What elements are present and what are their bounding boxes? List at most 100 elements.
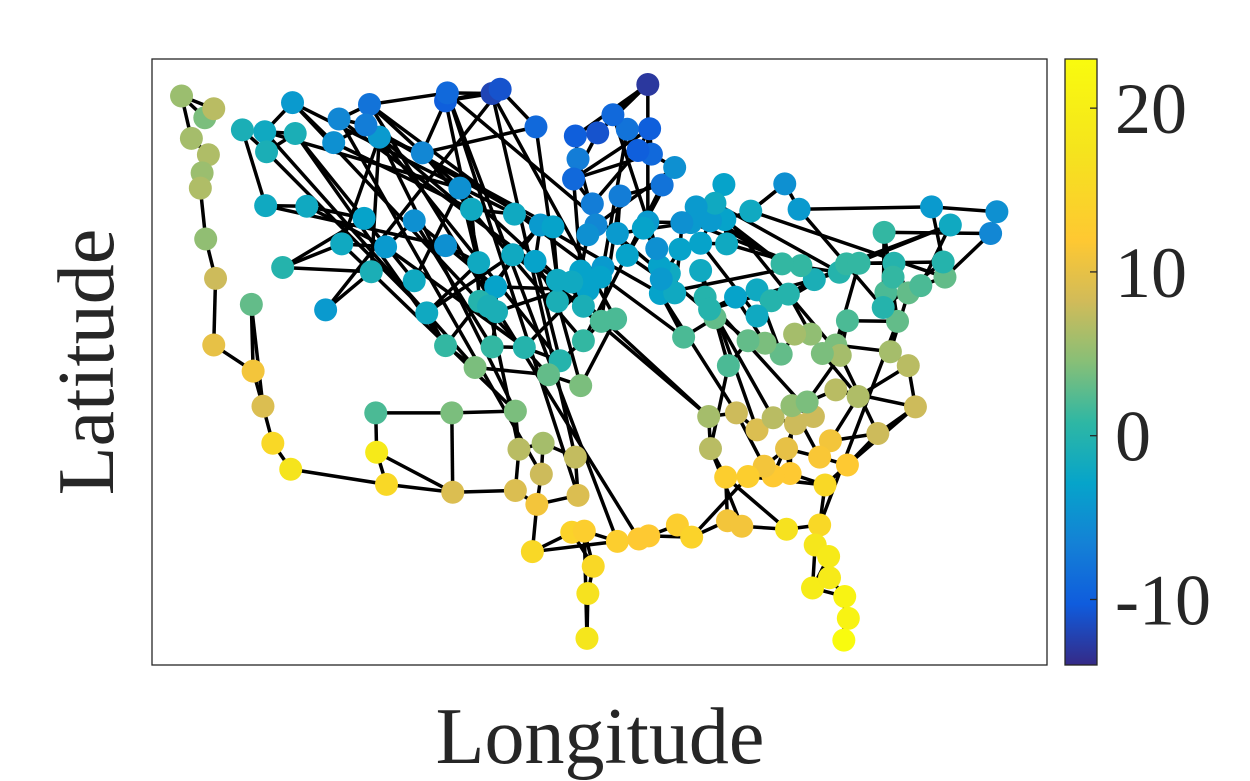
- x-axis-label: Longitude: [436, 693, 765, 781]
- graph-node: [847, 251, 871, 275]
- graph-node: [736, 465, 760, 489]
- graph-node: [631, 216, 655, 240]
- graph-node: [566, 147, 590, 171]
- graph-node: [670, 211, 694, 235]
- graph-node: [545, 289, 569, 313]
- graph-node: [724, 285, 748, 309]
- graph-node: [480, 335, 504, 359]
- graph-node: [896, 354, 920, 378]
- graph-node: [365, 440, 389, 464]
- graph-node: [872, 220, 896, 244]
- graph-node: [448, 176, 472, 200]
- graph-node: [799, 322, 823, 346]
- graph-node: [736, 329, 760, 353]
- graph-node: [170, 84, 194, 108]
- graph-node: [938, 213, 962, 237]
- graph-node: [295, 194, 319, 218]
- graph-edge: [445, 92, 580, 496]
- graph-node: [572, 519, 596, 543]
- graph-node: [531, 431, 555, 455]
- graph-node: [575, 626, 599, 650]
- graph-node: [689, 258, 713, 282]
- graph-node: [626, 139, 650, 163]
- graph-node: [769, 342, 793, 366]
- graph-node: [775, 437, 799, 461]
- graph-node: [832, 628, 856, 652]
- graph-node: [739, 199, 763, 223]
- graph-node: [434, 234, 458, 258]
- graph-node: [503, 478, 527, 502]
- graph-node: [636, 72, 660, 96]
- graph-node: [314, 298, 338, 322]
- graph-node: [524, 115, 548, 139]
- graph-nodes: [170, 72, 1009, 652]
- graph-node: [638, 117, 662, 141]
- graph-edge: [579, 318, 618, 387]
- graph-node: [204, 266, 228, 290]
- graph-node: [608, 184, 632, 208]
- graph-node: [817, 545, 841, 569]
- graph-node: [283, 122, 307, 146]
- graph-node: [698, 437, 722, 461]
- graph-node: [374, 235, 398, 259]
- graph-node: [536, 363, 560, 387]
- graph-node: [745, 418, 769, 442]
- graph-node: [770, 252, 794, 276]
- graph-node: [580, 192, 604, 216]
- graph-node: [586, 121, 610, 145]
- graph-edge: [375, 450, 454, 494]
- graph-edge: [445, 92, 620, 542]
- graph-edge: [572, 127, 651, 181]
- graph-node: [523, 249, 547, 273]
- graph-node: [835, 309, 859, 333]
- graph-node: [529, 462, 553, 486]
- graph-node: [202, 97, 226, 121]
- y-axis-label: Latitude: [43, 229, 131, 496]
- graph-node: [715, 232, 739, 256]
- graph-node: [507, 437, 531, 461]
- graph-node: [364, 401, 388, 425]
- graph-node: [463, 355, 487, 379]
- graph-node: [615, 117, 639, 141]
- graph-node: [784, 412, 808, 436]
- graph-node: [477, 294, 501, 318]
- graph-node: [668, 237, 692, 261]
- graph-node: [194, 227, 218, 251]
- colorbar-tick-label: 0: [1115, 397, 1151, 477]
- graph-node: [261, 431, 285, 455]
- graph-node: [645, 237, 669, 261]
- graph-edge: [708, 365, 731, 450]
- graph-node: [801, 576, 825, 600]
- graph-edge: [750, 209, 946, 279]
- graph-node: [761, 406, 785, 430]
- graph-edge: [421, 125, 537, 155]
- graph-node: [745, 304, 769, 328]
- graph-node: [571, 329, 595, 353]
- graph-node: [359, 260, 383, 284]
- graph-edge: [332, 141, 473, 211]
- graph-edge: [240, 129, 268, 207]
- graph-node: [501, 243, 525, 267]
- graph-edge: [425, 253, 514, 315]
- graph-node: [836, 606, 860, 630]
- colorbar-tick-label: 20: [1115, 69, 1187, 149]
- graph-node: [601, 103, 625, 127]
- graph-node: [689, 231, 713, 255]
- graph-node: [637, 524, 661, 548]
- graph-node: [402, 209, 426, 233]
- graph-node: [808, 445, 832, 469]
- graph-node: [615, 243, 639, 267]
- graph-node: [846, 385, 870, 409]
- graph-node: [714, 465, 738, 489]
- graph-edge: [367, 103, 641, 540]
- graph-node: [680, 525, 704, 549]
- graph-edge: [658, 292, 738, 414]
- graph-edge: [265, 150, 429, 315]
- graph-node: [402, 269, 426, 293]
- graph-edge: [324, 88, 502, 311]
- graph-node: [716, 354, 740, 378]
- graph-node: [581, 554, 605, 578]
- graph-node: [440, 401, 464, 425]
- colorbar-tick-label: -10: [1115, 560, 1211, 640]
